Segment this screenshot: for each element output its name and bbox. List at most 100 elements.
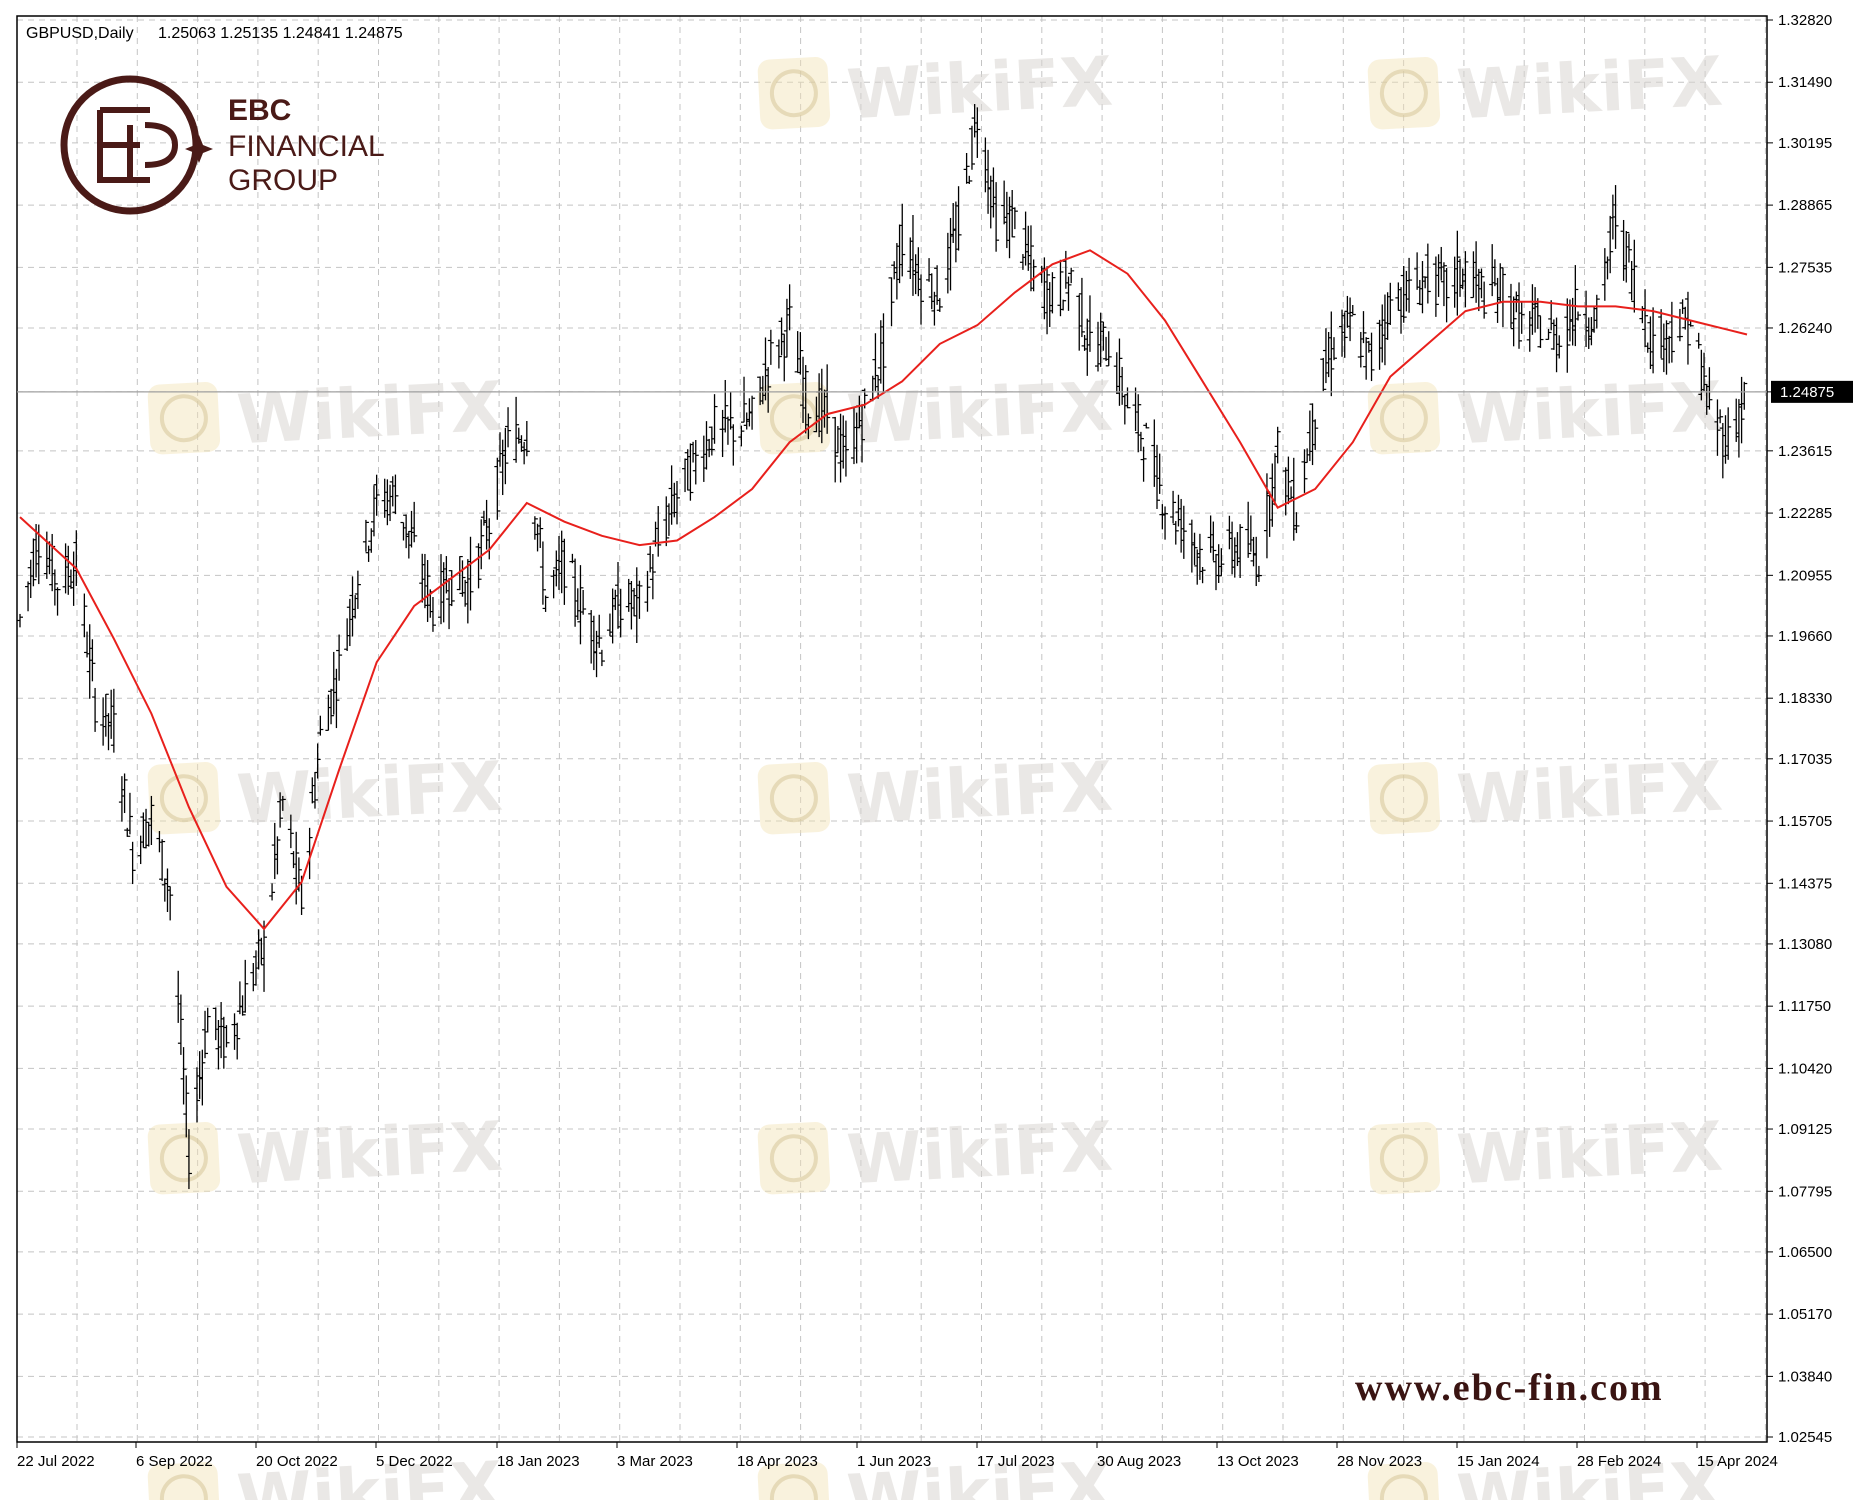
watermark-text: WikiFX bbox=[845, 748, 1115, 841]
ohlc-bar bbox=[974, 107, 981, 158]
current-price-label: 1.24875 bbox=[1780, 384, 1834, 401]
x-tick-label: 15 Apr 2024 bbox=[1697, 1453, 1778, 1470]
ohlc-bar bbox=[880, 313, 887, 393]
ohlc-bar bbox=[1124, 387, 1131, 409]
ohlc-bar bbox=[167, 886, 174, 921]
watermark-badge bbox=[757, 1122, 831, 1195]
watermark: WikiFX bbox=[757, 1108, 1115, 1200]
watermark-badge bbox=[1367, 762, 1441, 835]
ohlc-bar bbox=[727, 392, 734, 430]
x-tick-label: 13 Oct 2023 bbox=[1217, 1453, 1299, 1470]
ohlc-bar bbox=[1387, 282, 1394, 325]
current-price-tag: 1.24875 bbox=[1771, 380, 1853, 403]
ohlc-bar bbox=[1481, 281, 1488, 319]
ohlc-bar bbox=[234, 1022, 241, 1060]
x-tick-label: 18 Jan 2023 bbox=[497, 1453, 580, 1470]
watermark: WikiFX bbox=[757, 748, 1115, 841]
watermark-globe-icon bbox=[1379, 69, 1428, 118]
watermark-text: WikiFX bbox=[845, 368, 1115, 461]
watermark: WikiFX bbox=[147, 1108, 505, 1201]
ohlc-bar bbox=[467, 536, 474, 611]
ohlc-bar bbox=[955, 186, 962, 251]
y-tick-label: 1.14375 bbox=[1778, 875, 1832, 892]
y-tick-label: 1.07795 bbox=[1778, 1183, 1832, 1200]
ohlc-bar bbox=[636, 580, 643, 619]
ohlc-bar bbox=[1462, 251, 1469, 308]
ohlc-bar bbox=[1741, 381, 1748, 410]
ohlc-bar bbox=[1607, 215, 1614, 274]
x-tick-label: 1 Jun 2023 bbox=[857, 1453, 931, 1470]
x-tick-label: 20 Oct 2022 bbox=[256, 1453, 338, 1470]
x-tick-label: 6 Sep 2022 bbox=[136, 1453, 213, 1470]
ohlc-bar bbox=[1663, 320, 1670, 375]
ohlc-bar bbox=[963, 153, 970, 184]
ohlc-bar bbox=[767, 329, 774, 365]
ohlc-bar bbox=[673, 480, 680, 525]
watermark-text: WikiFX bbox=[235, 748, 505, 841]
ohlc-bar bbox=[1497, 263, 1504, 303]
ohlc-bar bbox=[1293, 512, 1300, 534]
ohlc-bar bbox=[1301, 449, 1308, 493]
brand-line-3: GROUP bbox=[228, 164, 338, 197]
watermark-text: WikiFX bbox=[235, 368, 505, 461]
ohlc-bar bbox=[1255, 565, 1262, 582]
ohlc-bar bbox=[81, 593, 88, 638]
watermark-badge bbox=[757, 382, 831, 455]
y-tick-label: 1.02545 bbox=[1778, 1429, 1832, 1446]
ohlc-bar bbox=[1172, 521, 1179, 545]
y-tick-label: 1.03840 bbox=[1778, 1368, 1832, 1385]
ohlc-bar bbox=[328, 688, 335, 725]
ohlc-bar bbox=[159, 839, 166, 882]
watermark-text: WikiFX bbox=[1455, 1108, 1725, 1201]
ohlc-bar bbox=[1312, 419, 1319, 450]
x-tick-label: 15 Jan 2024 bbox=[1457, 1453, 1540, 1470]
watermark-globe-icon bbox=[1379, 394, 1428, 443]
ohlc-bar bbox=[1245, 501, 1252, 558]
ohlc-bar bbox=[314, 743, 321, 779]
ohlc-bar bbox=[1406, 257, 1413, 313]
ohlc-bar bbox=[502, 427, 509, 485]
ohlc-bar bbox=[738, 425, 745, 447]
ohlc-bar bbox=[1137, 431, 1144, 452]
ohlc-bar bbox=[51, 569, 58, 606]
ohlc-bar bbox=[1360, 311, 1367, 344]
ohlc-bar bbox=[183, 1075, 190, 1138]
watermark: WikiFX bbox=[147, 368, 505, 461]
ohlc-bar bbox=[1210, 521, 1217, 561]
watermark-badge bbox=[147, 382, 221, 455]
ohlc-bar bbox=[1170, 490, 1177, 524]
y-tick-label: 1.11750 bbox=[1778, 998, 1831, 1015]
ohlc-bar bbox=[1135, 394, 1142, 453]
ohlc-bar bbox=[89, 639, 96, 682]
ohlc-bar bbox=[842, 420, 849, 477]
ohlc-bar bbox=[966, 175, 973, 184]
ohlc-bar bbox=[1349, 304, 1356, 316]
watermark-badge bbox=[757, 57, 831, 130]
x-tick-label: 17 Jul 2023 bbox=[977, 1453, 1055, 1470]
ohlc-bar bbox=[475, 543, 482, 589]
ohlc-bar bbox=[1642, 289, 1649, 348]
y-tick-label: 1.15705 bbox=[1778, 813, 1832, 830]
watermark-globe-icon bbox=[159, 394, 208, 443]
y-tick-label: 1.10420 bbox=[1778, 1060, 1832, 1077]
ohlc-bar bbox=[1030, 259, 1037, 292]
ebc-logo: EBC FINANCIAL GROUP bbox=[60, 75, 385, 215]
ohlc-bar bbox=[692, 440, 699, 485]
ohlc-bar bbox=[1180, 505, 1187, 559]
ohlc-bar bbox=[1086, 295, 1093, 352]
ohlc-bar bbox=[1068, 267, 1075, 284]
ohlc-bar bbox=[1363, 337, 1370, 380]
ohlc-bar bbox=[1162, 506, 1169, 540]
ohlc-bar bbox=[513, 396, 520, 463]
watermark-text: WikiFX bbox=[235, 1108, 505, 1201]
ohlc-bars bbox=[17, 104, 1748, 1190]
ohlc-bar bbox=[1105, 331, 1112, 367]
y-tick-label: 1.13080 bbox=[1778, 936, 1832, 953]
ohlc-bar bbox=[1510, 296, 1517, 347]
ohlc-bar bbox=[561, 538, 568, 605]
ohlc-bar bbox=[968, 125, 975, 170]
ohlc-bar bbox=[1341, 312, 1348, 358]
ohlc-bar bbox=[644, 570, 651, 612]
brand-line-1: EBC bbox=[228, 94, 291, 127]
ohlc-bar bbox=[261, 920, 268, 992]
